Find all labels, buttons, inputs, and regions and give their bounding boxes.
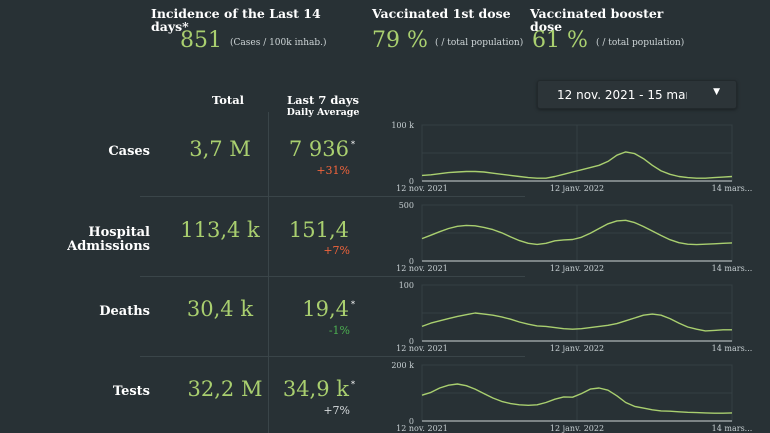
booster-unit: ( / total population) xyxy=(596,38,685,48)
caret-down-icon: ▼ xyxy=(713,87,720,97)
deaths-change: -1% xyxy=(328,324,350,337)
deaths-label: Deaths xyxy=(99,304,150,319)
x-tick-label: 12 janv. 2022 xyxy=(550,184,604,193)
y-tick-label: 200 k xyxy=(391,361,414,370)
y-tick-label: 0 xyxy=(409,337,414,346)
row-divider xyxy=(140,276,525,277)
y-tick-label: 0 xyxy=(409,417,414,426)
x-tick-label: 14 mars... xyxy=(712,264,753,273)
cases-label: Cases xyxy=(108,144,150,159)
booster-title: Vaccinated booster dose xyxy=(530,6,664,34)
series-line xyxy=(421,151,733,179)
x-tick-label: 12 nov. 2021 xyxy=(396,264,448,273)
date-range-label: 12 nov. 2021 - 15 mars 2022 xyxy=(557,88,687,102)
total-column-header: Total xyxy=(211,93,245,107)
first-dose-value: 79 % xyxy=(372,28,428,53)
series-line xyxy=(421,312,732,332)
y-tick-label: 500 xyxy=(399,201,414,210)
x-tick-label: 14 mars... xyxy=(712,424,753,433)
x-tick-label: 14 mars... xyxy=(712,344,753,353)
deaths-daily-average: 19,4 xyxy=(302,297,349,321)
y-tick-label: 0 xyxy=(409,177,414,186)
cases-change: +31% xyxy=(316,164,350,177)
first-dose-unit: ( / total population) xyxy=(435,38,524,48)
series-line xyxy=(421,383,733,414)
x-tick-label: 12 janv. 2022 xyxy=(550,344,604,353)
first-dose-title: Vaccinated 1st dose xyxy=(372,6,511,21)
tests-label: Tests xyxy=(112,384,150,399)
hospital-admissions-daily-average: 151,4 xyxy=(288,218,349,242)
row-divider xyxy=(140,196,525,197)
deaths-chart: 100 012 nov. 2021 12 janv. 2022 14 mars... xyxy=(396,281,752,353)
date-range-dropdown[interactable]: 12 nov. 2021 - 15 mars 2022 ▼ xyxy=(537,80,737,109)
x-tick-label: 12 nov. 2021 xyxy=(396,424,448,433)
tests-chart: 200 k 012 nov. 2021 12 janv. 2022 14 mars..… xyxy=(391,361,752,433)
tests-total: 32,2 M xyxy=(187,377,263,401)
row-divider xyxy=(140,356,525,357)
tests-change: +7% xyxy=(323,404,350,417)
x-tick-label: 12 nov. 2021 xyxy=(396,184,448,193)
x-tick-label: 12 janv. 2022 xyxy=(550,424,604,433)
x-tick-label: 12 nov. 2021 xyxy=(396,344,448,353)
y-tick-label: 0 xyxy=(409,257,414,266)
booster-value: 61 % xyxy=(532,28,588,53)
deaths-total: 30,4 k xyxy=(186,297,254,321)
deaths-asterisk: * xyxy=(351,300,355,309)
tests-daily-average: 34,9 k xyxy=(282,377,349,401)
x-tick-label: 12 janv. 2022 xyxy=(550,264,604,273)
series-line xyxy=(421,219,733,246)
hospital-admissions-label: Hospital Admissions xyxy=(67,225,150,254)
x-tick-label: 14 mars... xyxy=(712,184,753,193)
y-tick-label: 100 k xyxy=(391,121,414,130)
hospital-admissions-total: 113,4 k xyxy=(180,218,260,242)
hospital-admissions-change: +7% xyxy=(323,244,350,257)
y-tick-label: 100 xyxy=(399,281,414,290)
incidence-unit: (Cases / 100k inhab.) xyxy=(230,38,327,48)
tests-asterisk: * xyxy=(351,380,355,389)
last7-column-header: Last 7 days xyxy=(287,93,359,107)
column-divider xyxy=(268,112,269,433)
cases-daily-average: 7 936 xyxy=(288,137,349,161)
incidence-value: 851 xyxy=(180,28,222,53)
daily-average-subheader: Daily Average xyxy=(286,107,360,118)
hospital-admissions-chart: 500 012 nov. 2021 12 janv. 2022 14 mars... xyxy=(396,201,752,273)
incidence-title: Incidence of the Last 14 days* xyxy=(151,6,321,34)
cases-total: 3,7 M xyxy=(189,137,251,161)
cases-asterisk: * xyxy=(351,140,355,149)
cases-chart: 100 k 012 nov. 2021 12 janv. 2022 14 mars..… xyxy=(391,121,752,193)
